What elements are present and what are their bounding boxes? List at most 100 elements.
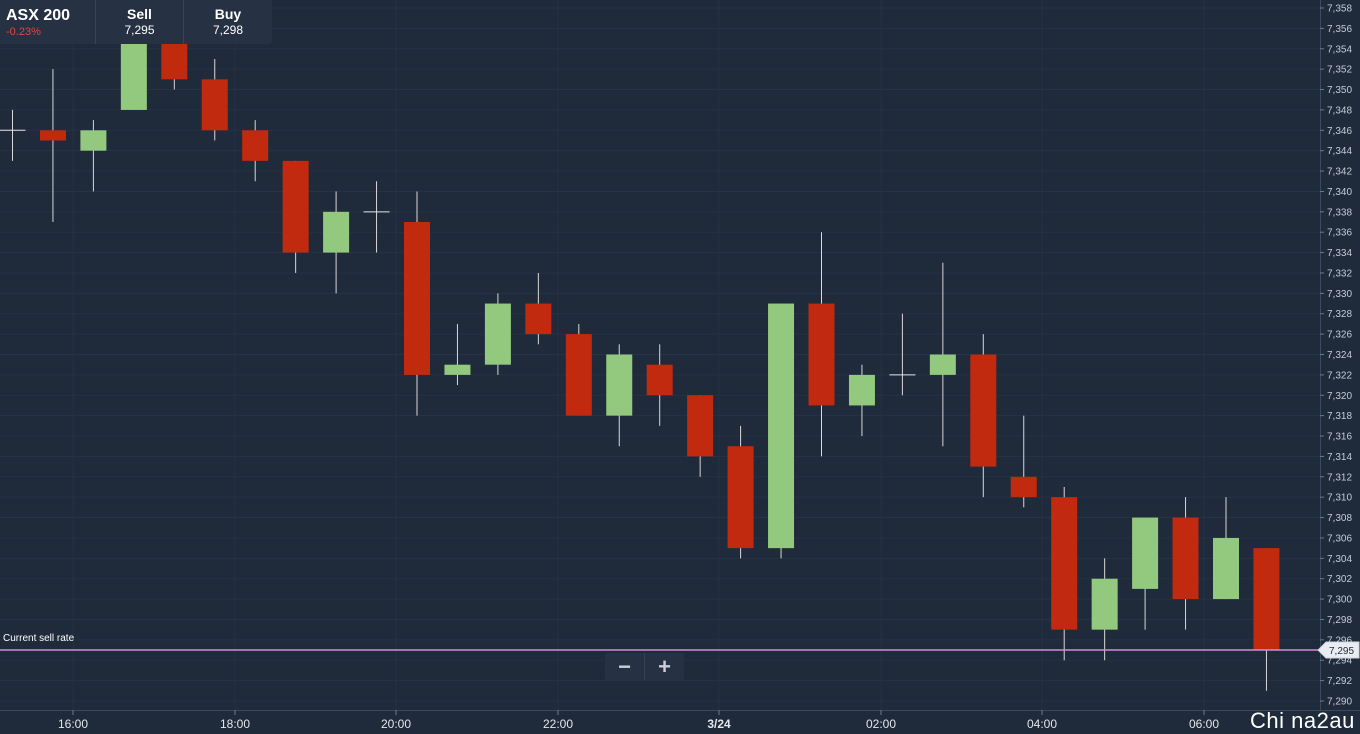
watermark: Chi na2au [1250,708,1355,733]
candle-body [282,160,309,253]
candle-body [161,38,188,80]
buy-label: Buy [214,6,242,22]
candle-body [646,364,673,396]
candle [161,8,188,90]
candle [444,323,471,386]
time-axis: 16:00 18:00 20:00 22:00 3/24 02:00 04:00 06:00 [0,710,1360,734]
price-tick-label: 7,334 [1327,248,1352,259]
candle-body [484,303,511,365]
sell-button[interactable]: Sell 7,295 [96,0,184,44]
time-axis-bg [0,710,1360,734]
buy-button[interactable]: Buy 7,298 [184,0,272,44]
candle-body [768,303,795,549]
candle-body [970,354,997,467]
price-tick-label: 7,316 [1327,432,1352,443]
price-tick-label: 7,330 [1327,289,1352,300]
price-tick-label: 7,312 [1327,472,1352,483]
price-tick-label: 7,340 [1327,187,1352,198]
price-tick-label: 7,358 [1327,4,1352,15]
price-tick-label: 7,348 [1327,105,1352,116]
current-sell-line: 7,295 [0,641,1360,659]
candle-body [404,222,430,375]
candle [484,293,511,375]
candle [80,120,107,192]
candle [201,58,228,141]
candle [1010,415,1037,508]
candle-series [0,8,1280,691]
time-tick-label: 3/24 [707,717,731,731]
candle-body [929,354,956,375]
quote-panel: ASX 200 -0.23% Sell 7,295 Buy 7,298 [0,0,272,44]
price-tick-label: 7,342 [1327,167,1352,178]
candle [525,272,552,345]
price-tick-label: 7,296 [1327,635,1352,646]
instrument-name: ASX 200 [6,7,71,24]
price-tick-label: 7,300 [1327,595,1352,606]
candle-body [808,303,835,406]
price-tick-label: 7,356 [1327,24,1352,35]
candle-body [606,354,633,416]
candle-body [201,79,228,131]
candle-body [323,211,350,253]
candle [1051,486,1078,661]
sell-rate-badge [1317,641,1360,659]
instrument-info: ASX 200 -0.23% [0,0,96,44]
price-tick-label: 7,338 [1327,207,1352,218]
time-tick-label: 02:00 [866,717,896,731]
zoom-controls: − + [605,653,684,680]
candle-body [1051,497,1078,630]
price-tick-label: 7,328 [1327,309,1352,320]
candle [646,344,673,426]
time-tick-label: 06:00 [1189,717,1219,731]
price-tick-label: 7,290 [1327,697,1352,708]
candle-body [39,130,66,141]
candle [687,395,714,477]
price-axis-bg [1320,0,1360,710]
price-axis: 7,290 7,292 7,294 7,296 7,298 7,300 7,302 7,304… [1320,0,1360,710]
price-tick-label: 7,318 [1327,411,1352,422]
current-sell-rate-label: Current sell rate [3,633,75,644]
sell-value: 7,295 [124,23,155,37]
candle-body [1091,578,1118,630]
zoom-out-button[interactable]: − [618,653,631,679]
candle-body [687,395,714,457]
price-tick-label: 7,350 [1327,85,1352,96]
zoom-in-button[interactable]: + [644,653,684,680]
candle [889,313,916,396]
sell-rate-badge-label: 7,295 [1329,646,1354,657]
candle-body [1253,548,1280,651]
candle-body [727,446,754,549]
candle [39,69,66,223]
price-tick-label: 7,308 [1327,513,1352,524]
candle [1091,558,1118,661]
price-tick-label: 7,310 [1327,493,1352,504]
candle-body [444,364,471,375]
candle-body [525,303,552,335]
price-tick-label: 7,298 [1327,615,1352,626]
price-tick-label: 7,306 [1327,533,1352,544]
candle-body [565,334,592,416]
candle [0,109,26,161]
sell-label: Sell [127,6,152,22]
price-tick-label: 7,302 [1327,574,1352,585]
time-tick-label: 04:00 [1027,717,1057,731]
candle [768,303,795,559]
chart-grid [0,0,1320,710]
price-tick-label: 7,326 [1327,330,1352,341]
candle-body [80,130,107,151]
candle [404,191,430,416]
price-tick-label: 7,320 [1327,391,1352,402]
price-tick-label: 7,336 [1327,228,1352,239]
candle-body [242,130,269,161]
price-tick-label: 7,314 [1327,452,1352,463]
candle [606,344,633,447]
candle-body [1010,476,1037,498]
candle [242,120,269,182]
candle [808,232,835,457]
candle [565,323,592,416]
time-tick-label: 20:00 [381,717,411,731]
candle [363,181,390,253]
price-tick-label: 7,354 [1327,44,1352,55]
price-tick-label: 7,292 [1327,676,1352,687]
candle [929,262,956,447]
